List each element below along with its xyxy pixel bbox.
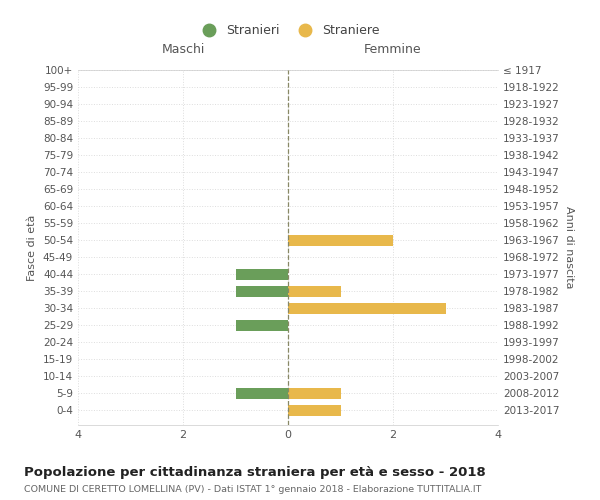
Bar — [235, 388, 288, 399]
Text: Femmine: Femmine — [364, 44, 422, 57]
Legend: Stranieri, Straniere: Stranieri, Straniere — [191, 20, 385, 42]
Bar — [235, 286, 288, 297]
Text: COMUNE DI CERETTO LOMELLINA (PV) - Dati ISTAT 1° gennaio 2018 - Elaborazione TUT: COMUNE DI CERETTO LOMELLINA (PV) - Dati … — [24, 485, 481, 494]
Bar — [288, 388, 341, 399]
Bar — [235, 320, 288, 331]
Y-axis label: Fasce di età: Fasce di età — [28, 214, 37, 280]
Bar — [235, 268, 288, 280]
Bar — [288, 234, 393, 246]
Bar — [288, 286, 341, 297]
Text: Maschi: Maschi — [161, 44, 205, 57]
Text: Popolazione per cittadinanza straniera per età e sesso - 2018: Popolazione per cittadinanza straniera p… — [24, 466, 486, 479]
Bar — [288, 303, 445, 314]
Y-axis label: Anni di nascita: Anni di nascita — [563, 206, 574, 289]
Bar — [288, 405, 341, 416]
